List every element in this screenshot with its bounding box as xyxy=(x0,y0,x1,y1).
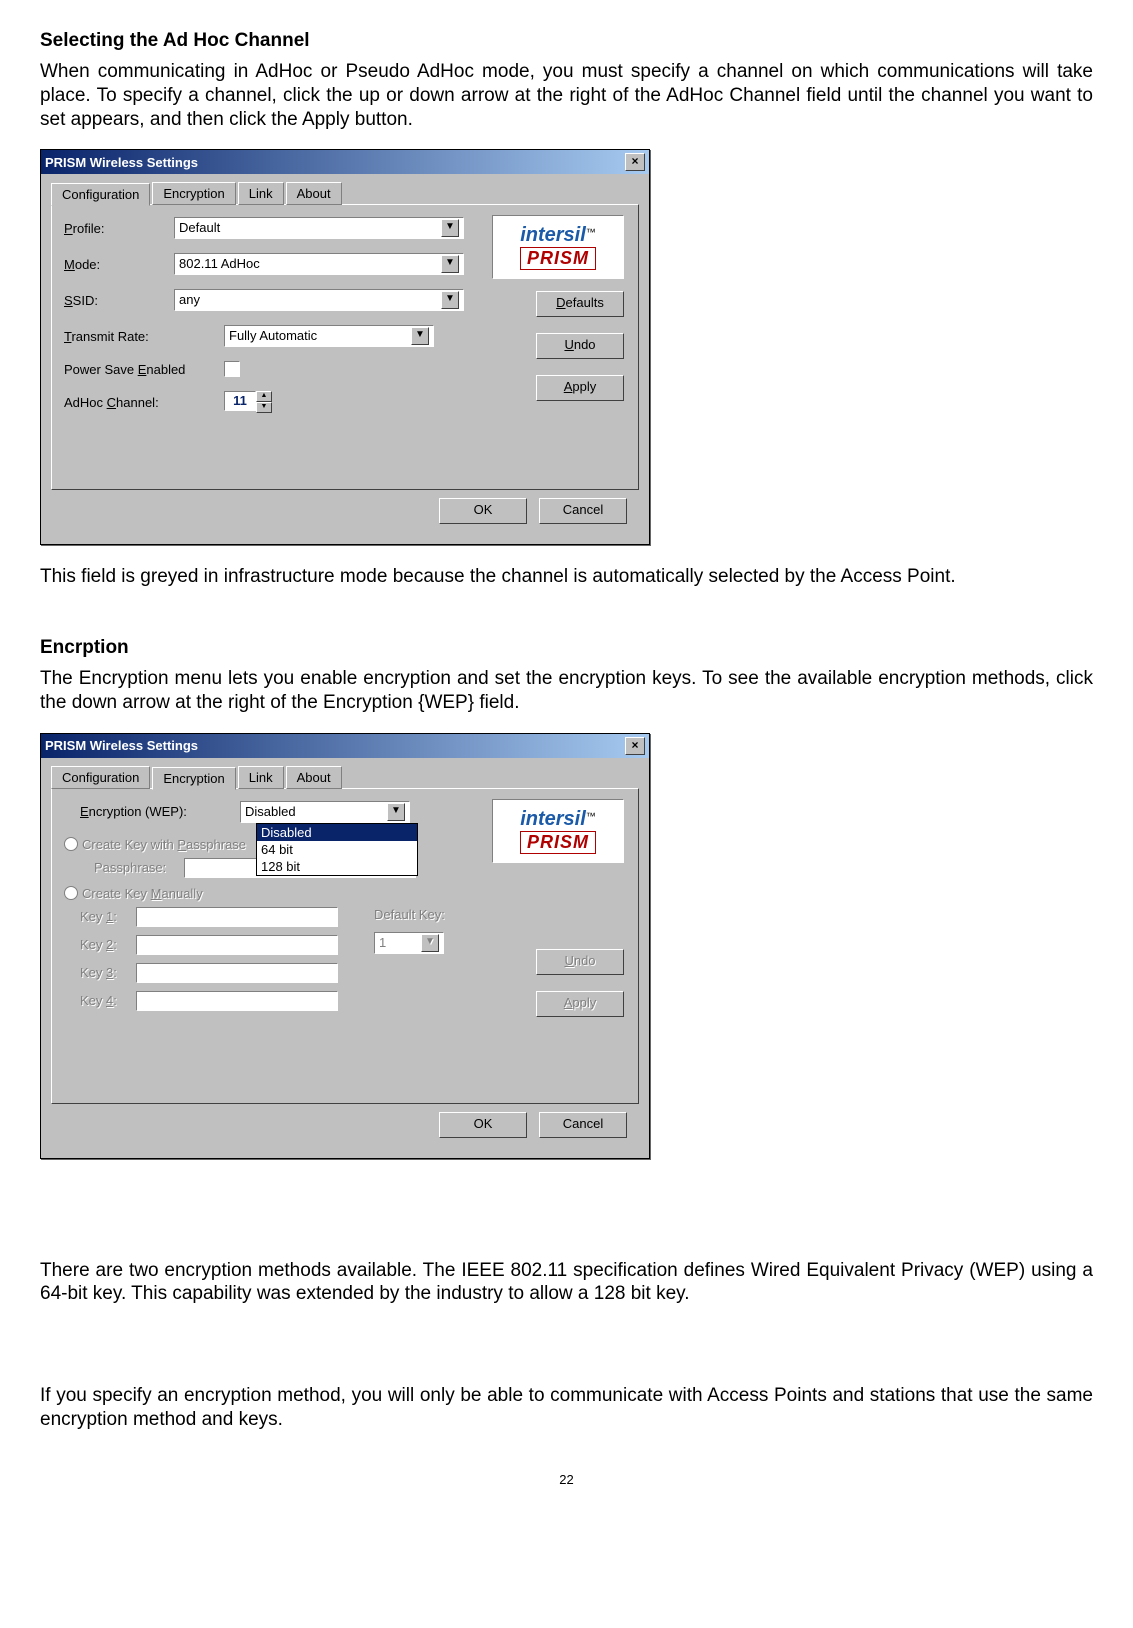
para-matchkeys: If you specify an encryption method, you… xyxy=(40,1384,1093,1432)
adhoc-label: AdHoc Channel: xyxy=(64,395,224,410)
tab-about[interactable]: About xyxy=(286,182,342,205)
dropdown-icon[interactable]: ▼ xyxy=(441,291,459,309)
radio-manual xyxy=(64,886,78,900)
dialog-config: PRISM Wireless Settings × Configuration … xyxy=(40,149,650,545)
manual-radio-label: Create Key Manually xyxy=(82,886,203,901)
tab-about[interactable]: About xyxy=(286,766,342,789)
close-button[interactable]: × xyxy=(625,737,645,755)
passphrase-label: Passphrase: xyxy=(94,860,184,875)
key1-input xyxy=(136,907,338,927)
tab-configuration[interactable]: Configuration xyxy=(51,766,150,789)
ssid-combo[interactable]: any ▼ xyxy=(174,289,464,311)
para-adhoc-intro: When communicating in AdHoc or Pseudo Ad… xyxy=(40,60,1093,131)
profile-combo[interactable]: Default ▼ xyxy=(174,217,464,239)
bottom-buttons: OK Cancel xyxy=(51,490,639,534)
pwsave-checkbox[interactable] xyxy=(224,361,240,377)
encwep-label: Encryption (WEP): xyxy=(80,804,240,819)
heading-encryption: Encrption xyxy=(40,637,1093,659)
key3-input xyxy=(136,963,338,983)
spin-up-icon[interactable]: ▲ xyxy=(256,391,272,402)
key1-label: Key 1: xyxy=(80,909,136,924)
title-text: PRISM Wireless Settings xyxy=(45,738,198,753)
dialog-encryption: PRISM Wireless Settings × Configuration … xyxy=(40,733,650,1159)
defaults-button[interactable]: Defaults xyxy=(536,291,624,317)
txrate-value: Fully Automatic xyxy=(229,326,317,346)
tab-link[interactable]: Link xyxy=(238,182,284,205)
page-number: 22 xyxy=(40,1472,1093,1487)
dropdown-icon[interactable]: ▼ xyxy=(441,255,459,273)
dropdown-icon: ▼ xyxy=(421,934,439,952)
defaultkey-combo: 1 ▼ xyxy=(374,932,444,954)
opt-64bit[interactable]: 64 bit xyxy=(257,841,417,858)
tab-encryption[interactable]: Encryption xyxy=(152,182,235,205)
bottom-buttons: OK Cancel xyxy=(51,1104,639,1148)
dropdown-icon[interactable]: ▼ xyxy=(387,803,405,821)
adhoc-value: 11 xyxy=(224,391,256,411)
adhoc-spinner[interactable]: 11 ▲ ▼ xyxy=(224,391,272,413)
pwsave-label: Power Save Enabled xyxy=(64,362,224,377)
mode-value: 802.11 AdHoc xyxy=(179,254,260,274)
dropdown-icon[interactable]: ▼ xyxy=(441,219,459,237)
encwep-dropdown-list[interactable]: Disabled 64 bit 128 bit xyxy=(256,823,418,876)
tab-strip: Configuration Encryption Link About xyxy=(51,766,639,789)
intersil-logo: intersil xyxy=(520,224,586,246)
ssid-value: any xyxy=(179,290,200,310)
opt-disabled[interactable]: Disabled xyxy=(257,824,417,841)
title-text: PRISM Wireless Settings xyxy=(45,155,198,170)
close-button[interactable]: × xyxy=(625,153,645,171)
opt-128bit[interactable]: 128 bit xyxy=(257,858,417,875)
passphrase-radio-label: Create Key with Passphrase xyxy=(82,837,246,852)
key4-label: Key 4: xyxy=(80,993,136,1008)
tab-panel-encryption: intersil™ PRISM Encryption (WEP): Disabl… xyxy=(51,788,639,1104)
profile-value: Default xyxy=(179,218,220,238)
defaultkey-value: 1 xyxy=(379,933,386,953)
tab-link[interactable]: Link xyxy=(238,766,284,789)
ssid-label: SSID: xyxy=(64,293,174,308)
tm-mark: ™ xyxy=(586,228,596,239)
titlebar: PRISM Wireless Settings × xyxy=(41,150,649,174)
mode-combo[interactable]: 802.11 AdHoc ▼ xyxy=(174,253,464,275)
cancel-button[interactable]: Cancel xyxy=(539,1112,627,1138)
tab-encryption[interactable]: Encryption xyxy=(152,767,235,790)
undo-button[interactable]: Undo xyxy=(536,333,624,359)
encwep-combo[interactable]: Disabled ▼ xyxy=(240,801,410,823)
mode-label: Mode: xyxy=(64,257,174,272)
apply-button[interactable]: Apply xyxy=(536,375,624,401)
apply-button: Apply xyxy=(536,991,624,1017)
side-buttons: Undo Apply xyxy=(536,949,624,1017)
tab-strip: Configuration Encryption Link About xyxy=(51,182,639,205)
prism-logo: PRISM xyxy=(520,247,596,270)
logo-box: intersil™ PRISM xyxy=(492,215,624,279)
ok-button[interactable]: OK xyxy=(439,498,527,524)
key4-input xyxy=(136,991,338,1011)
spin-down-icon[interactable]: ▼ xyxy=(256,402,272,413)
cancel-button[interactable]: Cancel xyxy=(539,498,627,524)
prism-logo: PRISM xyxy=(520,831,596,854)
encwep-value: Disabled xyxy=(245,802,296,822)
para-methods: There are two encryption methods availab… xyxy=(40,1259,1093,1307)
side-buttons: Defaults Undo Apply xyxy=(536,291,624,401)
key2-label: Key 2: xyxy=(80,937,136,952)
radio-passphrase xyxy=(64,837,78,851)
titlebar: PRISM Wireless Settings × xyxy=(41,734,649,758)
heading-adhoc: Selecting the Ad Hoc Channel xyxy=(40,30,1093,52)
txrate-label: Transmit Rate: xyxy=(64,329,174,344)
defaultkey-label: Default Key: xyxy=(374,907,445,922)
key3-label: Key 3: xyxy=(80,965,136,980)
tab-panel-config: intersil™ PRISM Profile: Default ▼ Mode:… xyxy=(51,204,639,490)
para-greyed: This field is greyed in infrastructure m… xyxy=(40,565,1093,589)
ok-button[interactable]: OK xyxy=(439,1112,527,1138)
profile-label: Profile: xyxy=(64,221,174,236)
para-enc-intro: The Encryption menu lets you enable encr… xyxy=(40,667,1093,715)
dropdown-icon[interactable]: ▼ xyxy=(411,327,429,345)
tab-configuration[interactable]: Configuration xyxy=(51,183,150,206)
undo-button: Undo xyxy=(536,949,624,975)
txrate-combo[interactable]: Fully Automatic ▼ xyxy=(224,325,434,347)
key2-input xyxy=(136,935,338,955)
